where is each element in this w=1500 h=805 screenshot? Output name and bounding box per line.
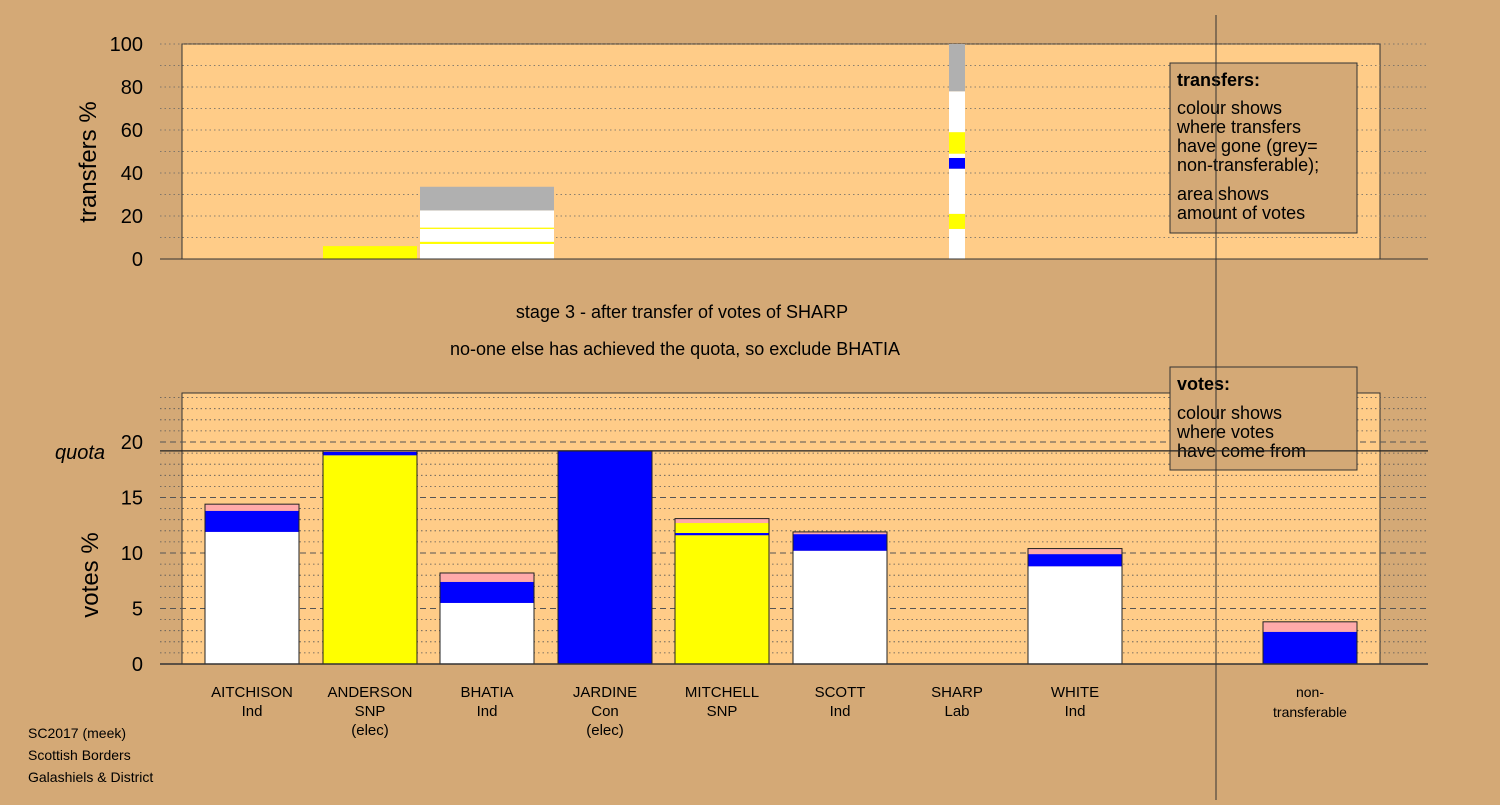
vote-bar-segment — [1263, 631, 1357, 664]
transfers-y-tick-label: 100 — [110, 34, 143, 56]
transfer-bar-segment — [949, 228, 965, 259]
transfers-y-tick-label: 20 — [121, 206, 143, 228]
stage-note: no-one else has achieved the quota, so e… — [450, 339, 900, 359]
transfers-legend-box — [1169, 62, 1358, 234]
candidate-party-label: Ind — [1065, 703, 1086, 720]
vote-bar-segment — [440, 581, 534, 603]
vote-bar-segment — [323, 451, 417, 456]
candidate-name-label: ANDERSON — [327, 684, 412, 701]
candidate-party-label: Lab — [944, 703, 969, 720]
vote-bar-segment — [1028, 554, 1122, 567]
candidate-name-label: SHARP — [931, 684, 983, 701]
footer-line: SC2017 (meek) — [28, 725, 126, 741]
candidate-status-label: (elec) — [586, 722, 624, 739]
vote-bar-segment — [675, 535, 769, 664]
vote-bar-segment — [675, 518, 769, 524]
vote-bar-segment — [205, 504, 299, 511]
transfer-bar-segment — [420, 243, 554, 259]
quota-layer: quota — [55, 442, 1428, 464]
transfers-legend-title: transfers: — [1177, 70, 1260, 90]
transfer-bar-segment — [420, 227, 554, 229]
votes-y-ticks: 0 5 10 15 20 — [121, 432, 143, 676]
votes-y-tick-label: 20 — [121, 432, 143, 454]
transfers-bars — [323, 44, 965, 259]
transfers-y-tick-label: 40 — [121, 163, 143, 185]
votes-y-tick-label: 15 — [121, 488, 143, 510]
votes-legend-line: colour shows — [1177, 403, 1282, 423]
transfers-y-ticks: 0 20 40 60 80 100 — [110, 34, 143, 271]
candidate-party-label: SNP — [355, 703, 386, 720]
transfers-legend-line: amount of votes — [1177, 203, 1305, 223]
votes-y-tick-label: 0 — [132, 654, 143, 676]
transfer-bar-segment — [420, 241, 554, 244]
vote-bar-segment — [793, 531, 887, 535]
vote-bar-segment — [1028, 548, 1122, 555]
vote-bar-segment — [675, 533, 769, 536]
votes-bars — [204, 450, 1358, 665]
candidate-name-label: transferable — [1273, 704, 1347, 720]
transfer-bar-segment — [420, 210, 554, 228]
vote-bar-segment — [440, 602, 534, 664]
vote-bar-segment — [1028, 566, 1122, 664]
vote-bar-segment — [793, 534, 887, 551]
candidate-name-label: WHITE — [1051, 684, 1099, 701]
votes-legend: votes: colour shows where votes have com… — [1169, 366, 1358, 471]
votes-y-axis-label: votes % — [77, 532, 104, 617]
candidate-party-label: SNP — [707, 703, 738, 720]
votes-legend-title: votes: — [1177, 374, 1230, 394]
candidate-party-label: Ind — [242, 703, 263, 720]
transfer-bar-segment — [949, 157, 965, 169]
candidate-name-label: BHATIA — [460, 684, 513, 701]
vote-bar-segment — [558, 450, 652, 664]
votes-legend-box — [1169, 366, 1358, 471]
candidate-status-label: (elec) — [351, 722, 389, 739]
candidate-name-label: non- — [1296, 684, 1324, 700]
candidate-labels: AITCHISON Ind ANDERSON SNP (elec) BHATIA Ind JA… — [211, 684, 1347, 739]
vote-bar-segment — [793, 550, 887, 664]
transfer-bar-segment — [949, 91, 965, 133]
transfers-y-tick-label: 80 — [121, 77, 143, 99]
vote-bar-segment — [205, 510, 299, 532]
transfer-bar-segment — [323, 246, 417, 259]
transfers-y-tick-label: 60 — [121, 120, 143, 142]
transfers-legend-line: area shows — [1177, 184, 1269, 204]
candidate-party-label: Con — [591, 703, 619, 720]
transfer-bar-segment — [420, 186, 554, 211]
candidate-party-label: Ind — [477, 703, 498, 720]
vote-bar-segment — [440, 572, 534, 582]
transfers-legend-line: non-transferable); — [1177, 155, 1319, 175]
transfers-legend-line: where transfers — [1176, 117, 1301, 137]
transfers-legend-line: have gone (grey= — [1177, 136, 1318, 156]
vote-bar-segment — [323, 455, 417, 664]
vote-bar-segment — [205, 531, 299, 664]
transfer-bar-segment — [420, 228, 554, 242]
footer-line: Galashiels & District — [28, 769, 153, 785]
votes-legend-line: where votes — [1176, 422, 1274, 442]
transfer-bar-segment — [949, 153, 965, 158]
transfers-legend-line: colour shows — [1177, 98, 1282, 118]
candidate-party-label: Ind — [830, 703, 851, 720]
candidate-name-label: JARDINE — [573, 684, 637, 701]
vote-bar-segment — [1263, 621, 1357, 632]
candidate-name-label: AITCHISON — [211, 684, 293, 701]
transfers-y-axis-label: transfers % — [75, 101, 102, 222]
transfers-legend: transfers: colour shows where transfers … — [1169, 62, 1358, 234]
candidate-name-label: MITCHELL — [685, 684, 759, 701]
quota-label: quota — [55, 442, 105, 464]
transfer-bar-segment — [949, 132, 965, 154]
votes-y-tick-label: 10 — [121, 543, 143, 565]
votes-y-tick-label: 5 — [132, 599, 143, 621]
transfer-bar-segment — [949, 44, 965, 92]
transfer-bar-segment — [949, 213, 965, 229]
vote-bar-segment — [675, 523, 769, 534]
footer-line: Scottish Borders — [28, 747, 131, 763]
stage-title: stage 3 - after transfer of votes of SHA… — [516, 302, 848, 322]
candidate-name-label: SCOTT — [815, 684, 866, 701]
transfer-bar-segment — [949, 168, 965, 214]
transfers-y-tick-label: 0 — [132, 249, 143, 271]
